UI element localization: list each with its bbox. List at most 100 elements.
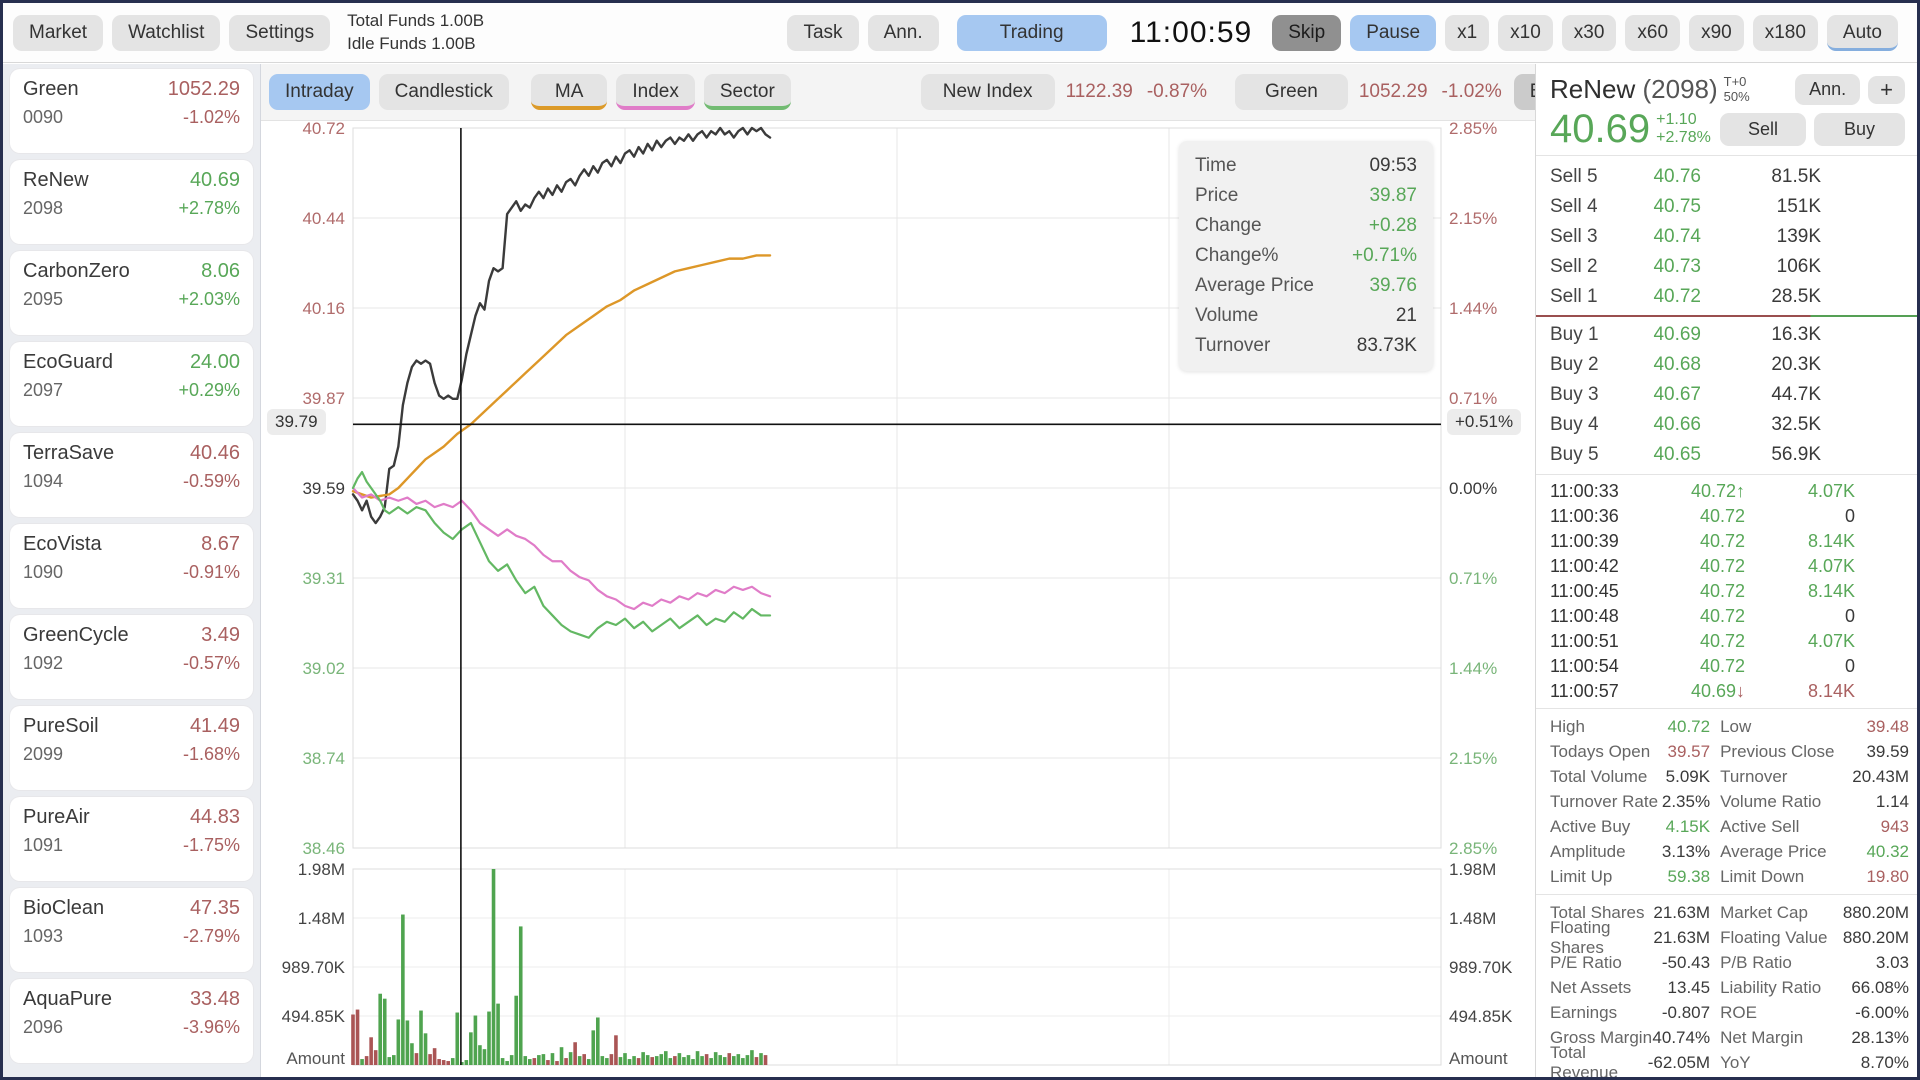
tick-time: 11:00:57 [1550,681,1619,701]
tooltip-value: +0.71% [1352,245,1417,266]
stat-cell: Total Revenue -62.05M [1550,1043,1710,1078]
new-index-button[interactable]: New Index [920,74,1055,110]
stock-code: 1091 [23,835,64,855]
watchlist-sidebar: Green 1052.29 0090 -1.02% ReNew 40.69 20… [3,64,261,1077]
tooltip-value: 21 [1395,305,1417,326]
intraday-chart[interactable]: 40.72 40.44 40.16 39.87 39.59 39.31 39.02 38.74… [261,119,1535,1077]
tick-row: 11:00:42 40.72 4.07K [1536,554,1917,579]
speed-button[interactable]: x90 [1689,14,1744,51]
tab-candlestick[interactable]: Candlestick [378,74,509,110]
bid-row[interactable]: Buy 4 40.66 32.5K [1536,410,1917,440]
tooltip-row: Change% +0.71% [1195,241,1417,271]
task-button[interactable]: Task [787,14,859,51]
market-button[interactable]: Market [13,14,104,51]
stat-value: -50.43 [1661,952,1711,972]
speed-label: x1 [1457,21,1478,43]
announcement-button[interactable]: Ann. [867,14,939,51]
stock-change: +2.78% [178,198,240,218]
speed-button[interactable]: x10 [1498,14,1553,51]
stat-value: 1.14 [1875,791,1909,811]
ask-volume: 81.5K [1771,166,1821,187]
stat-cell: YoY -15.97% [1720,1075,1909,1077]
watchlist-item[interactable]: PureSoil 41.49 2099 -1.68% [10,706,253,790]
tick-price: 40.72 [1699,581,1745,601]
pause-button[interactable]: Pause [1350,14,1437,51]
sell-button[interactable]: Sell [1719,112,1806,146]
watchlist-item[interactable]: AquaPure 33.48 2096 -3.96% [10,979,253,1063]
green-index-value: 1052.29 [1358,81,1428,102]
time-and-sales: 11:00:33 40.72↑ 4.07K 11:00:36 40.72 0 1… [1536,475,1917,709]
watchlist-item[interactable]: BioClean 47.35 1093 -2.79% [10,888,253,972]
watchlist-item[interactable]: EcoGuard 24.00 2097 +0.29% [10,342,253,426]
add-to-watchlist-button[interactable]: + [1868,75,1905,104]
stat-label: P/E Ratio [1550,952,1622,972]
panel-announcement-button[interactable]: Ann. [1795,74,1861,105]
tick-volume: 4.07K [1807,481,1855,501]
stock-name: TerraSave [23,442,115,464]
price-axis-label: 40.44 [302,209,345,228]
funds-summary: Total Funds 1.00B Idle Funds 1.00B [347,10,484,54]
buy-button[interactable]: Buy [1813,112,1905,146]
tab-intraday[interactable]: Intraday [269,74,370,110]
watchlist-item[interactable]: CarbonZero 8.06 2095 +2.03% [10,251,253,335]
trading-status-button[interactable]: Trading [956,14,1107,51]
ask-row[interactable]: Sell 3 40.74 139K [1536,222,1917,252]
watchlist-item[interactable]: GreenCycle 3.49 1092 -0.57% [10,615,253,699]
watchlist-item[interactable]: TerraSave 40.46 1094 -0.59% [10,433,253,517]
tooltip-value: 39.76 [1369,275,1417,296]
chart-canvas[interactable] [261,121,1535,1077]
tooltip-label: Price [1195,185,1239,206]
stock-change: -3.96% [182,1017,240,1037]
watchlist-item[interactable]: EcoVista 8.67 1090 -0.91% [10,524,253,608]
ask-row[interactable]: Sell 2 40.73 106K [1536,252,1917,282]
bid-row[interactable]: Buy 5 40.65 56.9K [1536,440,1917,470]
watchlist-item[interactable]: Green 1052.29 0090 -1.02% [10,69,253,153]
panel-last-price: 40.69 [1550,107,1651,151]
speed-button[interactable]: x30 [1561,14,1617,51]
stock-change: -0.59% [182,471,240,491]
tick-volume: 8.14K [1807,581,1855,601]
stat-cell: Amplitude 3.13% [1550,839,1710,864]
tick-price: 40.72 [1699,606,1745,626]
speed-button[interactable]: x1 [1445,14,1490,51]
watchlist-item[interactable]: ReNew 40.69 2098 +2.78% [10,160,253,244]
speed-button[interactable]: x60 [1625,14,1681,51]
legend-toggle-index[interactable]: Index [616,74,695,110]
bid-row[interactable]: Buy 2 40.68 20.3K [1536,350,1917,380]
bid-row[interactable]: Buy 1 40.69 16.3K [1536,320,1917,350]
skip-button[interactable]: Skip [1272,14,1342,51]
speed-button[interactable]: x180 [1752,14,1818,51]
stat-cell: P/E Ratio -50.43 [1550,950,1710,975]
stat-label: Limit Up [1550,866,1613,886]
ask-row[interactable]: Sell 5 40.76 81.5K [1536,162,1917,192]
chart-tooltip: Time 09:53 Price 39.87 Change +0.28 Chan… [1179,141,1433,371]
settings-button[interactable]: Settings [229,14,331,51]
tooltip-label: Change% [1195,245,1279,266]
chart-toolbar: Intraday Candlestick MA Index Sector New… [261,64,1659,120]
legend-toggle-ma[interactable]: MA [530,74,608,110]
stock-price: 47.35 [189,897,240,919]
ask-row[interactable]: Sell 4 40.75 151K [1536,192,1917,222]
stat-cell: Previous Close 39.59 [1720,739,1909,764]
percent-axis-label: 1.44% [1449,659,1498,678]
auto-speed-button[interactable]: Auto [1826,14,1898,51]
tick-direction-icon: ↑ [1736,481,1745,501]
stat-value: 39.48 [1866,716,1909,736]
green-index-button[interactable]: Green [1235,74,1348,110]
tick-price: 40.72 [1699,656,1745,676]
bid-row[interactable]: Buy 3 40.67 44.7K [1536,380,1917,410]
tick-volume: 8.14K [1807,531,1855,551]
stat-label: Todays Open [1550,741,1651,761]
order-book: Sell 5 40.76 81.5K Sell 4 40.75 151K Sel… [1536,156,1917,475]
stock-price: 1052.29 [167,78,240,100]
panel-stock-code: (2098) [1642,74,1718,104]
stat-label: Gross Margin [1550,1027,1653,1047]
watchlist-button[interactable]: Watchlist [112,14,221,51]
percent-axis-label: 2.85% [1449,839,1498,858]
bid-price: 40.68 [1653,354,1701,375]
stock-name: BioClean [23,897,105,919]
watchlist-item[interactable]: PureAir 44.83 1091 -1.75% [10,797,253,881]
stat-cell: Net Margin 28.13% [1720,1025,1909,1050]
legend-toggle-sector[interactable]: Sector [703,74,791,110]
ask-row[interactable]: Sell 1 40.72 28.5K [1536,282,1917,312]
